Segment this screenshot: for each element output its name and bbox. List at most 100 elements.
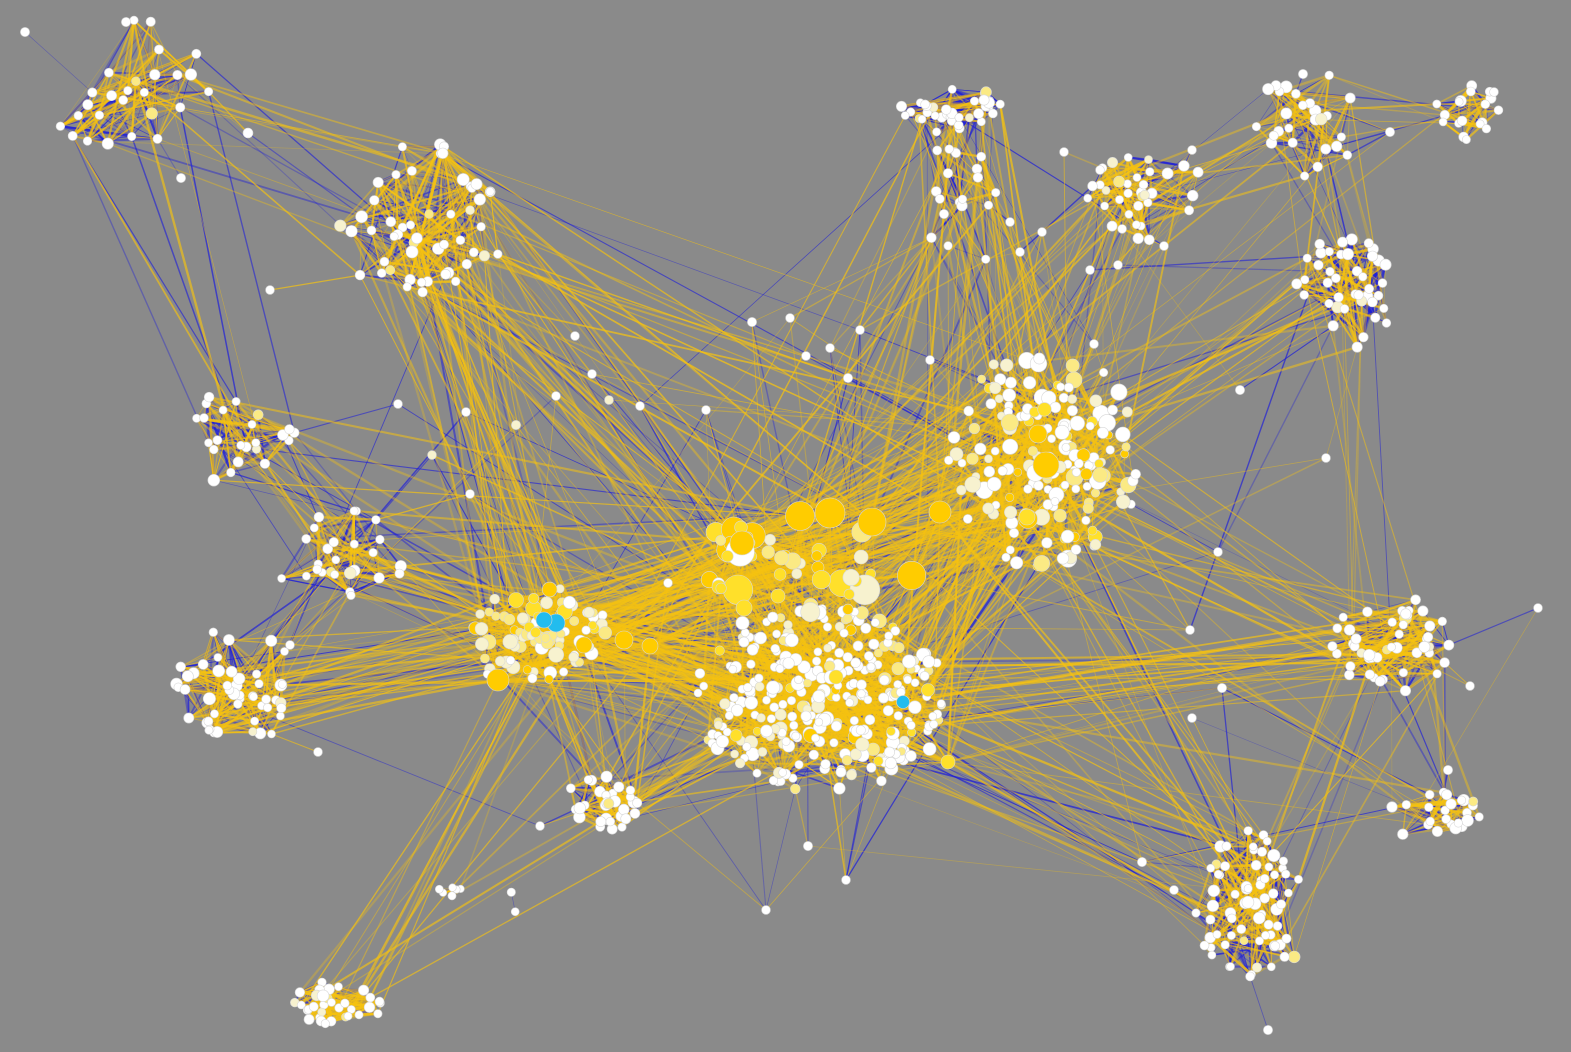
graph-node[interactable]	[1341, 248, 1354, 261]
graph-node-satellite[interactable]	[1089, 339, 1099, 349]
graph-node[interactable]	[506, 887, 516, 897]
graph-node-hub[interactable]	[1032, 451, 1060, 479]
graph-node[interactable]	[397, 222, 408, 233]
graph-node[interactable]	[1270, 941, 1280, 951]
graph-node[interactable]	[252, 669, 262, 679]
graph-node[interactable]	[1332, 648, 1342, 659]
graph-node-satellite[interactable]	[1443, 765, 1453, 775]
graph-node[interactable]	[204, 725, 214, 735]
graph-node[interactable]	[715, 582, 727, 594]
graph-node[interactable]	[1087, 180, 1098, 192]
graph-node[interactable]	[1302, 253, 1312, 263]
graph-node[interactable]	[976, 151, 987, 162]
graph-node[interactable]	[1312, 161, 1323, 172]
graph-node[interactable]	[764, 533, 776, 546]
graph-node[interactable]	[476, 222, 486, 232]
graph-node-satellite[interactable]	[1169, 885, 1179, 895]
graph-node-satellite[interactable]	[199, 413, 209, 423]
graph-node-hub[interactable]	[729, 530, 755, 556]
graph-node[interactable]	[437, 147, 449, 159]
graph-node[interactable]	[811, 733, 820, 743]
graph-node[interactable]	[67, 130, 78, 141]
graph-node[interactable]	[127, 132, 137, 142]
graph-node[interactable]	[1138, 180, 1149, 190]
graph-node[interactable]	[101, 137, 114, 150]
graph-node[interactable]	[1000, 413, 1019, 432]
graph-node[interactable]	[897, 560, 927, 590]
graph-node[interactable]	[331, 555, 341, 565]
graph-node[interactable]	[1069, 415, 1085, 431]
graph-node[interactable]	[1107, 157, 1119, 169]
graph-node[interactable]	[989, 381, 1002, 394]
graph-node[interactable]	[1101, 186, 1111, 195]
graph-node[interactable]	[541, 581, 558, 598]
graph-node[interactable]	[1096, 426, 1109, 439]
graph-node[interactable]	[440, 268, 452, 280]
graph-node[interactable]	[226, 467, 236, 478]
graph-node[interactable]	[317, 1007, 327, 1017]
graph-node[interactable]	[1106, 220, 1118, 232]
graph-node[interactable]	[1243, 884, 1253, 893]
graph-node[interactable]	[254, 679, 264, 689]
graph-node[interactable]	[468, 247, 479, 258]
graph-node[interactable]	[761, 545, 775, 559]
graph-node[interactable]	[394, 568, 405, 579]
graph-node[interactable]	[1287, 950, 1301, 964]
graph-node[interactable]	[1475, 119, 1485, 129]
graph-node[interactable]	[1466, 86, 1476, 97]
graph-node[interactable]	[1272, 921, 1283, 931]
graph-node-satellite[interactable]	[1217, 683, 1227, 693]
graph-node[interactable]	[1262, 83, 1275, 96]
graph-node[interactable]	[1411, 647, 1423, 659]
graph-node[interactable]	[1267, 962, 1276, 972]
graph-node[interactable]	[1381, 318, 1392, 328]
graph-node[interactable]	[595, 816, 607, 827]
graph-node[interactable]	[985, 398, 997, 410]
graph-node[interactable]	[1351, 266, 1363, 277]
graph-node[interactable]	[1117, 224, 1127, 234]
graph-node-satellite[interactable]	[1321, 453, 1331, 463]
graph-node[interactable]	[1207, 950, 1217, 960]
graph-node-hub[interactable]	[735, 599, 753, 617]
graph-node[interactable]	[1350, 633, 1362, 645]
graph-node[interactable]	[846, 769, 857, 781]
graph-node[interactable]	[729, 729, 743, 742]
graph-node[interactable]	[1074, 458, 1084, 469]
graph-node[interactable]	[207, 474, 221, 487]
graph-node[interactable]	[231, 397, 241, 406]
graph-node[interactable]	[276, 711, 285, 721]
graph-node[interactable]	[1362, 606, 1373, 617]
graph-node[interactable]	[345, 225, 358, 238]
graph-node[interactable]	[884, 631, 894, 641]
graph-node[interactable]	[1456, 795, 1467, 805]
graph-node[interactable]	[866, 762, 877, 773]
graph-node[interactable]	[790, 783, 801, 795]
graph-node[interactable]	[842, 568, 860, 586]
graph-node[interactable]	[583, 775, 593, 785]
graph-node[interactable]	[856, 679, 867, 691]
graph-node[interactable]	[1327, 320, 1339, 332]
graph-node[interactable]	[1462, 135, 1471, 144]
graph-node[interactable]	[261, 694, 271, 705]
graph-node-hub[interactable]	[641, 637, 659, 655]
graph-node[interactable]	[800, 710, 812, 722]
graph-node[interactable]	[962, 514, 973, 524]
graph-node[interactable]	[994, 394, 1004, 404]
graph-node-satellite[interactable]	[587, 369, 597, 379]
graph-node[interactable]	[1199, 940, 1210, 951]
graph-node[interactable]	[893, 711, 903, 721]
graph-node[interactable]	[248, 727, 258, 737]
graph-node[interactable]	[1130, 469, 1141, 480]
graph-node[interactable]	[984, 454, 993, 464]
graph-node-satellite[interactable]	[925, 355, 935, 365]
graph-node[interactable]	[721, 550, 734, 563]
graph-node[interactable]	[1065, 358, 1080, 373]
graph-node[interactable]	[1299, 290, 1309, 300]
graph-node[interactable]	[327, 998, 336, 1007]
graph-node[interactable]	[377, 268, 387, 278]
graph-node[interactable]	[963, 405, 974, 417]
graph-node[interactable]	[1087, 525, 1098, 536]
graph-node[interactable]	[971, 163, 983, 175]
graph-node[interactable]	[1410, 594, 1421, 606]
